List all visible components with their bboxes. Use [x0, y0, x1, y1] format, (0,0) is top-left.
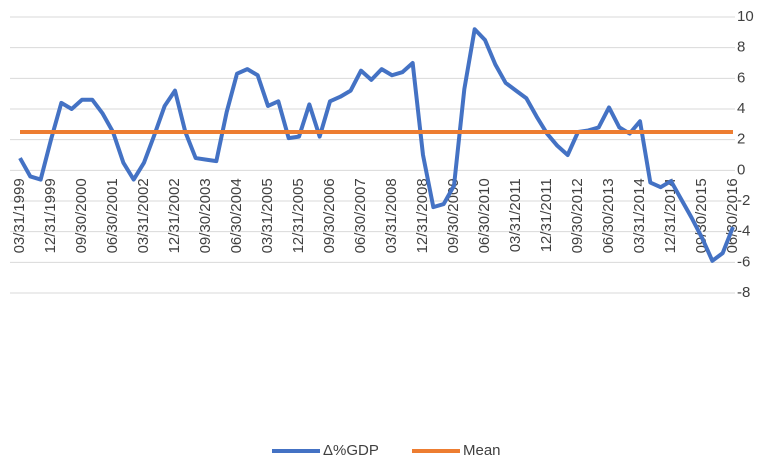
y-tick-label: 10 [737, 8, 754, 25]
x-tick-label: 09/30/2003 [197, 178, 214, 253]
x-tick-label: 12/31/1999 [42, 178, 59, 253]
x-tick-label: 03/31/1999 [11, 178, 28, 253]
x-tick-label: 09/30/2012 [569, 178, 586, 253]
x-tick-label: 12/31/2008 [414, 178, 431, 253]
x-tick-label: 12/31/2002 [166, 178, 183, 253]
y-tick-label: 6 [737, 69, 745, 86]
x-tick-label: 03/31/2011 [507, 178, 524, 252]
y-tick-label: -6 [737, 253, 750, 270]
x-tick-label: 09/30/2000 [73, 178, 90, 253]
y-tick-label: -8 [737, 284, 750, 301]
y-tick-label: 2 [737, 131, 745, 148]
x-tick-label: 06/30/2004 [228, 178, 245, 253]
x-tick-label: 12/31/2014 [662, 178, 679, 253]
x-tick-label: 06/30/2007 [352, 178, 369, 253]
x-tick-label: 03/31/2002 [135, 178, 152, 253]
x-tick-label: 12/31/2005 [290, 178, 307, 253]
x-tick-label: 06/30/2001 [104, 178, 121, 253]
y-tick-label: 0 [737, 161, 745, 178]
x-tick-label: 06/30/2013 [600, 178, 617, 253]
x-tick-label: 03/31/2005 [259, 178, 276, 253]
y-tick-label: -4 [737, 223, 750, 240]
x-tick-label: 12/31/2011 [538, 178, 555, 252]
legend-label: Δ%GDP [323, 442, 379, 459]
x-tick-label: 09/30/2015 [693, 178, 710, 253]
legend-label: Mean [463, 442, 501, 459]
y-tick-label: 8 [737, 39, 745, 56]
x-tick-label: 06/30/2010 [476, 178, 493, 253]
x-tick-label: 09/30/2006 [321, 178, 338, 253]
y-tick-label: 4 [737, 100, 745, 117]
x-tick-label: 03/31/2008 [383, 178, 400, 253]
y-tick-label: -2 [737, 192, 750, 209]
x-tick-label: 03/31/2014 [631, 178, 648, 253]
series-line [18, 27, 735, 263]
